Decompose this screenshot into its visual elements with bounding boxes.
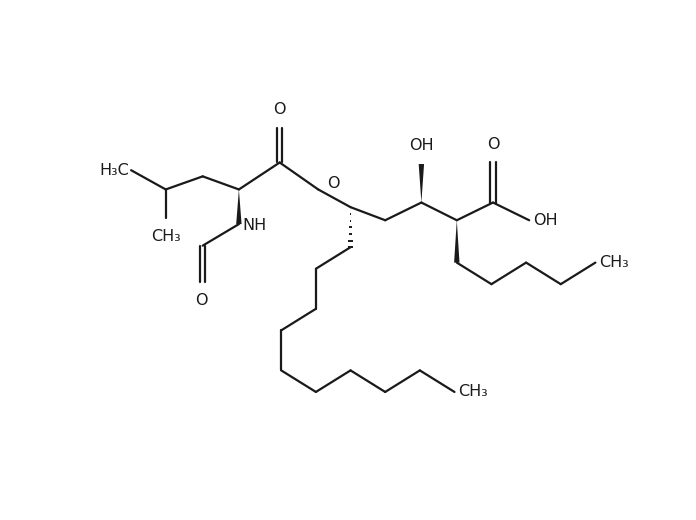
Polygon shape <box>236 189 242 224</box>
Text: OH: OH <box>409 138 434 153</box>
Text: OH: OH <box>533 213 557 228</box>
Text: CH₃: CH₃ <box>599 255 629 270</box>
Text: CH₃: CH₃ <box>151 229 181 244</box>
Text: O: O <box>195 293 207 308</box>
Polygon shape <box>454 220 459 263</box>
Text: NH: NH <box>243 218 267 233</box>
Text: O: O <box>327 176 340 191</box>
Text: H₃C: H₃C <box>100 163 129 178</box>
Text: O: O <box>487 137 499 152</box>
Text: CH₃: CH₃ <box>459 384 488 399</box>
Text: O: O <box>274 102 286 117</box>
Polygon shape <box>419 164 424 202</box>
